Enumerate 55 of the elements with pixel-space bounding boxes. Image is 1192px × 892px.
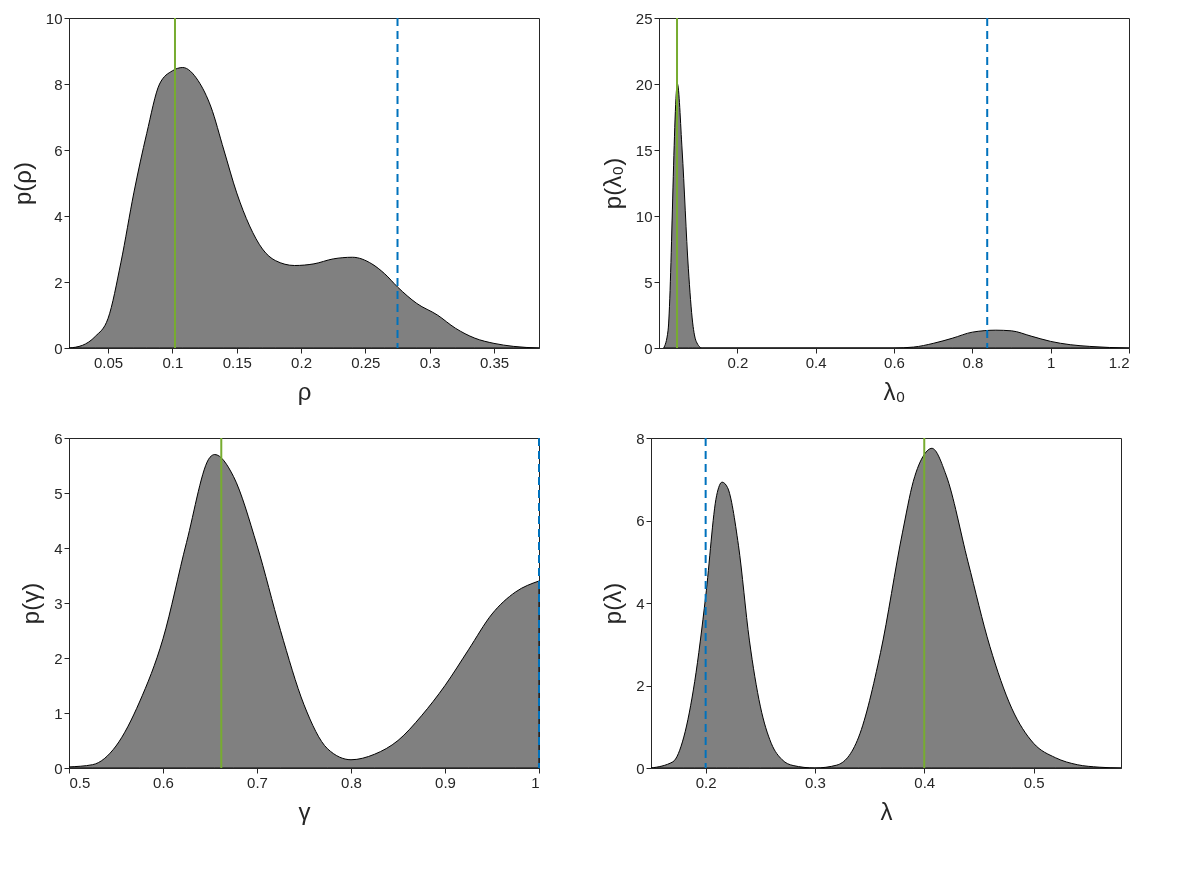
- y-tick-label: 1: [54, 704, 63, 722]
- x-axis-title: λ: [880, 797, 893, 825]
- x-tick-label: 0.3: [805, 773, 826, 791]
- y-tick-label: 3: [54, 594, 63, 612]
- y-tick-label: 6: [54, 429, 63, 447]
- y-axis-title: p(γ): [17, 582, 45, 625]
- y-tick-label: 0: [636, 759, 645, 777]
- x-tick-label: 0.05: [94, 353, 124, 371]
- y-tick-label: 0: [54, 759, 63, 777]
- y-tick-label: 2: [54, 649, 63, 667]
- x-tick-label: 0.35: [479, 353, 510, 371]
- x-tick-label: 0.2: [291, 353, 312, 371]
- x-axis-title: ρ: [297, 377, 312, 405]
- x-tick-label: 0.6: [153, 773, 174, 791]
- x-tick-label: 0.2: [695, 773, 717, 791]
- x-tick-label: 0.2: [727, 353, 749, 371]
- x-tick-label: 0.8: [962, 353, 984, 371]
- x-tick-label: 1: [531, 773, 540, 791]
- y-tick-label: 0: [644, 339, 653, 357]
- x-tick-label: 0.7: [247, 773, 268, 791]
- x-tick-label: 0.8: [341, 773, 362, 791]
- x-tick-label: 0.6: [884, 353, 905, 371]
- y-tick-label: 4: [636, 594, 645, 612]
- x-tick-label: 0.5: [69, 773, 91, 791]
- y-tick-label: 4: [54, 207, 63, 225]
- y-tick-label: 8: [54, 75, 63, 93]
- y-tick-label: 5: [644, 273, 653, 291]
- y-tick-label: 4: [54, 539, 63, 557]
- y-axis-title: p(ρ): [8, 162, 36, 205]
- x-tick-label: 1.2: [1108, 353, 1130, 371]
- y-tick-label: 10: [45, 9, 63, 27]
- y-tick-label: 5: [54, 484, 63, 502]
- x-tick-label: 1: [1046, 353, 1056, 371]
- x-axis-title: γ: [298, 797, 311, 825]
- y-axis-title: p(λ₀): [598, 157, 626, 210]
- x-tick-label: 0.4: [805, 353, 827, 371]
- y-tick-label: 8: [636, 429, 645, 447]
- y-tick-label: 6: [636, 512, 645, 529]
- y-tick-label: 15: [635, 141, 653, 159]
- y-tick-label: 0: [54, 339, 63, 357]
- x-tick-label: 0.4: [914, 773, 936, 791]
- x-tick-label: 0.25: [351, 353, 381, 371]
- y-tick-label: 2: [636, 677, 645, 694]
- y-tick-label: 6: [54, 141, 63, 159]
- x-axis-title: λ₀: [883, 377, 906, 405]
- y-tick-label: 2: [54, 273, 63, 291]
- x-tick-label: 0.5: [1023, 773, 1045, 791]
- y-axis-title: p(λ): [599, 582, 627, 625]
- x-tick-label: 0.9: [435, 773, 456, 791]
- x-tick-label: 0.1: [162, 353, 184, 371]
- x-tick-label: 0.15: [222, 353, 252, 371]
- x-tick-label: 0.3: [419, 353, 441, 371]
- y-tick-label: 25: [635, 9, 653, 27]
- y-tick-label: 10: [635, 207, 653, 225]
- y-tick-label: 20: [635, 75, 653, 93]
